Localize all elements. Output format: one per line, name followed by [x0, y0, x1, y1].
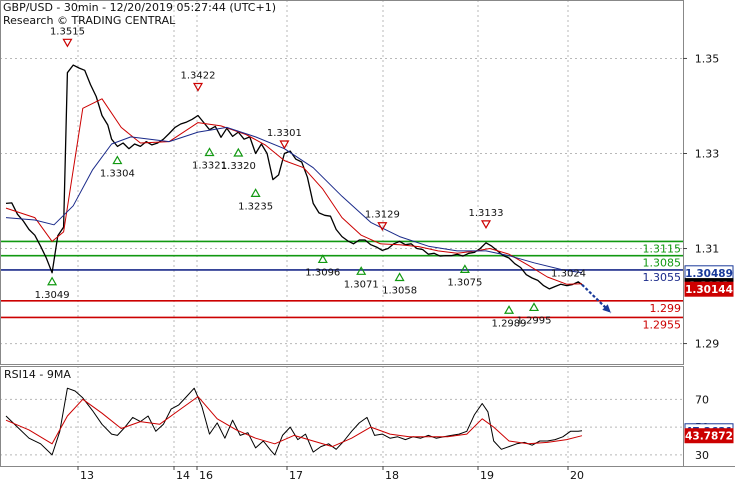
swing-high-label: 1.3129 — [365, 210, 400, 221]
swing-low-label: 1.3049 — [35, 290, 70, 301]
price-y-tick-label: 1.35 — [695, 52, 720, 65]
swing-low-marker — [459, 264, 470, 274]
swing-low-marker — [47, 276, 58, 286]
price-panel-frame — [0, 0, 684, 365]
swing-low-marker — [204, 147, 215, 157]
swing-low-marker — [317, 254, 328, 264]
swing-low-label: 1.3235 — [238, 201, 273, 212]
pivot-level-label: 1.3055 — [643, 271, 682, 284]
rsi-y-tick-label: 70 — [695, 393, 709, 406]
swing-low-label: 1.2995 — [517, 315, 552, 326]
x-tick-label: 13 — [80, 469, 94, 480]
forecast-arrow-head — [602, 304, 611, 313]
swing-high-label: 1.3301 — [267, 128, 302, 139]
rsi-line — [5, 387, 583, 456]
resistance-level-label: 1.3115 — [643, 242, 682, 255]
swing-high-marker — [62, 38, 73, 48]
swing-high-marker — [192, 82, 204, 92]
swing-low-marker — [394, 272, 405, 282]
swing-low-label: 1.3320 — [221, 161, 256, 172]
swing-high-label: 1.3515 — [50, 26, 85, 37]
price-tag-label: 1.30144 — [685, 284, 733, 296]
swing-low-label: 1.3096 — [305, 267, 340, 278]
x-tick-label: 20 — [570, 469, 584, 480]
swing-high-marker — [279, 140, 290, 150]
price-tag-label: 1.30489 — [685, 268, 733, 280]
last-price-label: 1.3024 — [551, 269, 586, 280]
swing-low-marker — [250, 188, 261, 197]
price-series-lines — [5, 64, 583, 290]
chart-title: GBP/USD - 30min - 12/20/2019 05:27:44 (U… — [3, 1, 276, 14]
price-y-tick-label: 1.31 — [695, 243, 720, 256]
x-tick-label: 16 — [199, 469, 213, 480]
swing-low-marker — [233, 147, 244, 157]
rsi-panel-title: RSI14 - 9MA — [4, 368, 71, 381]
swing-high-marker — [377, 222, 388, 231]
swing-high-label: 1.3133 — [469, 208, 504, 219]
chart-subtitle: Research © TRADING CENTRAL — [3, 14, 176, 27]
price-tag-box — [684, 281, 734, 297]
swing-low-label: 1.3058 — [382, 285, 417, 296]
ma_fast-line — [5, 98, 583, 285]
swing-high-marker — [480, 220, 492, 230]
price-y-tick-label: 1.33 — [695, 147, 720, 160]
rsi_ma-line — [5, 396, 583, 448]
swing-low-marker — [528, 302, 540, 312]
resistance-level-label: 1.3085 — [643, 257, 682, 270]
swing-low-marker — [504, 305, 515, 314]
support-level-label: 1.299 — [650, 302, 682, 315]
gridlines — [0, 0, 683, 466]
swing-high-label: 1.3422 — [181, 71, 216, 82]
rsi-y-tick-label: 30 — [695, 449, 709, 462]
x-tick-label: 17 — [289, 469, 303, 480]
swing-low-marker — [356, 266, 367, 275]
rsi-tag-label: 43.7872 — [685, 431, 733, 443]
x-tick-label: 14 — [176, 469, 190, 480]
swing-low-label: 1.3321 — [192, 161, 227, 172]
swing-annotations: 1.3515 1.3422 1.3301 1.3129 1.3133 1.3049 1.33… — [35, 26, 612, 329]
swing-low-label: 1.3304 — [100, 169, 135, 180]
forecast-arrow-shaft — [581, 283, 612, 314]
x-tick-label: 18 — [385, 469, 399, 480]
swing-low-label: 1.3075 — [447, 277, 482, 288]
rsi-series-lines: RSI14 - 9MA — [4, 368, 583, 456]
price-line — [5, 64, 583, 290]
ma_slow-line — [5, 126, 583, 274]
support-level-label: 1.2955 — [643, 318, 682, 331]
swing-low-marker — [112, 155, 123, 165]
swing-low-label: 1.2989 — [492, 318, 527, 329]
rsi-tag-box — [684, 428, 734, 444]
swing-low-label: 1.3071 — [344, 279, 379, 290]
x-tick-label: 19 — [480, 469, 494, 480]
price-y-tick-label: 1.29 — [695, 338, 720, 351]
rsi-panel-frame — [0, 366, 684, 467]
